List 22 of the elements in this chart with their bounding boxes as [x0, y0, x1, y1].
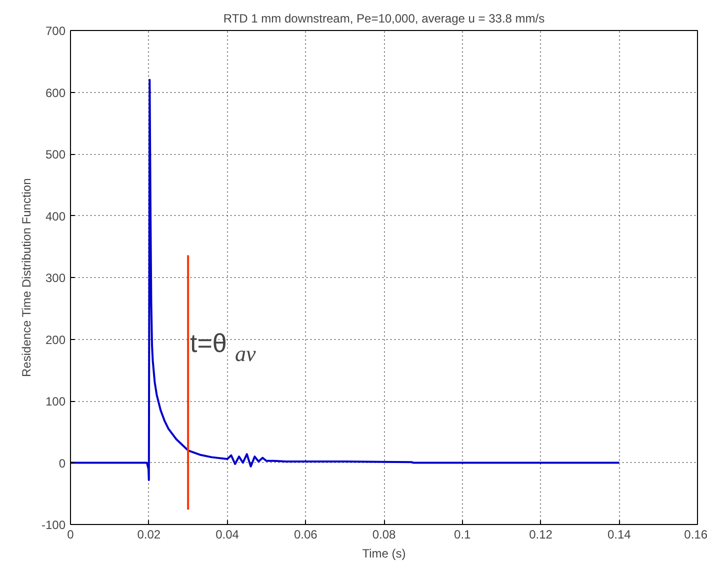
x-tick-label: 0.04 — [216, 528, 240, 542]
x-tick-label: 0.02 — [137, 528, 161, 542]
x-tick-label: 0.14 — [607, 528, 632, 542]
y-tick-label: -100 — [41, 518, 66, 532]
x-tick-label: 0.06 — [294, 528, 318, 542]
x-tick-label: 0.08 — [372, 528, 396, 542]
line-series — [70, 78, 620, 482]
x-tick-label: 0.16 — [684, 528, 707, 542]
y-tick-label: 700 — [45, 24, 66, 38]
x-tick-label: 0.12 — [529, 528, 553, 542]
y-tick-label: 100 — [45, 394, 66, 408]
x-tick-label: 0 — [67, 528, 74, 542]
y-tick-label: 0 — [58, 456, 66, 470]
y-tick-label: 400 — [45, 209, 66, 224]
y-tick-label: 600 — [45, 86, 66, 100]
y-tick-label: 500 — [45, 148, 66, 162]
y-axis-title: Residence Time Distribution Function — [19, 178, 34, 377]
x-tick-label: 0.1 — [454, 528, 472, 542]
x-axis-title: Time (s) — [362, 546, 406, 560]
y-tick-label: 200 — [45, 332, 66, 347]
y-tick-label: 300 — [45, 271, 66, 285]
chart-title: RTD 1 mm downstream, Pe=10,000, average u = 33.8 mm/s — [223, 12, 545, 26]
